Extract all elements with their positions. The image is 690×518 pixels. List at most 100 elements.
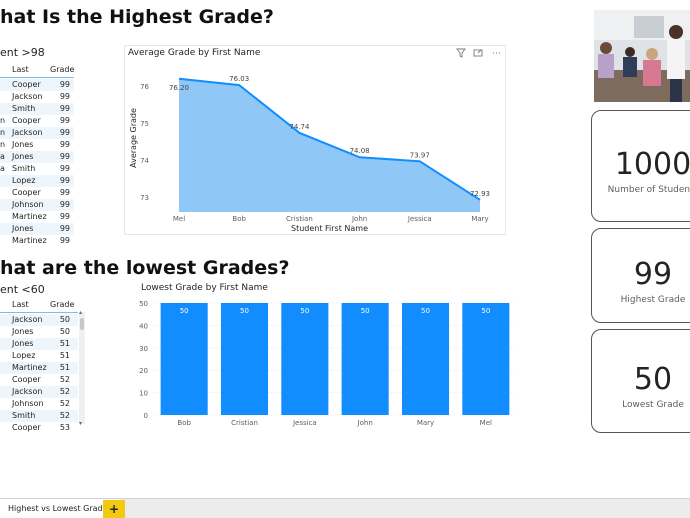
bar-chart-plot: 0 10 20 30 40 50 50 Bob 50 Cristian 50 Jessica 50 Joh… [139,300,516,427]
data-label: 72.93 [470,190,490,198]
table-row[interactable]: Jones 99 [0,223,74,235]
series-line [178,77,481,201]
cell-first: n [0,140,6,149]
table-scrollbar[interactable]: ▴ ▾ [79,309,85,427]
cell-last: Jones [12,152,34,161]
column-header-last[interactable]: Last [12,65,29,74]
x-tick-label: Mary [471,215,488,223]
cell-last: Jones [12,224,34,233]
lowest-grades-table[interactable]: Last Grade Jackson 50 Jones 50 Jones 51 Lopez 5… [0,297,78,435]
page-tab-bar: Highest vs Lowest Grades + [0,498,690,518]
cell-last: Lopez [12,176,36,185]
cell-last: Cooper [12,188,41,197]
x-tick-label: Bob [232,215,246,223]
top-grades-table[interactable]: Last Grade Cooper 99 Jackson 99 Smith 99 n Coop… [0,62,74,248]
kpi-value: 50 [633,362,673,397]
cell-last: Lopez [12,351,36,360]
kpi-card-highest-grade[interactable]: 99 Highest Grade [591,228,690,323]
cell-grade: 50 [59,327,70,336]
cell-last: Smith [12,164,36,173]
table-row[interactable]: Lopez 99 [0,175,74,187]
cell-grade: 99 [59,164,70,173]
cell-grade: 99 [59,116,70,125]
kpi-card-lowest-grade[interactable]: 50 Lowest Grade [591,329,690,433]
cell-grade: 52 [59,411,70,420]
table-row[interactable]: n Jones 99 [0,139,74,151]
table-row[interactable]: Jones 51 [0,338,78,350]
table-row[interactable]: Cooper 99 [0,79,74,91]
students-photo [594,10,690,102]
x-tick-label: Jessica [407,215,432,223]
scroll-thumb[interactable] [80,318,84,330]
cell-grade: 99 [59,104,70,113]
x-tick-label: John [357,419,373,427]
table-row[interactable]: Cooper 52 [0,374,78,386]
filter-icon[interactable] [456,48,467,58]
bar [341,303,389,415]
kpi-card-number-of-students[interactable]: 1000 Number of Students [591,110,690,222]
table-row[interactable]: Johnson 99 [0,199,74,211]
cell-last: Martinez [12,363,47,372]
data-label: 50 [300,307,309,315]
cell-last: Smith [12,411,36,420]
table-row[interactable]: Jackson 99 [0,91,74,103]
chart-title: Average Grade by First Name [128,48,261,58]
cell-last: Martinez [12,212,47,221]
cell-grade: 99 [59,200,70,209]
scroll-down-icon[interactable]: ▾ [79,420,83,427]
cell-last: Jackson [12,315,43,324]
tab-highest-vs-lowest-grades[interactable]: Highest vs Lowest Grades [0,499,120,518]
lowest-grades-heading: hat are the lowest Grades? [0,257,290,279]
column-header-grade[interactable]: Grade [50,65,75,74]
focus-mode-icon[interactable] [473,48,483,58]
table-header: Last Grade [0,297,78,313]
average-grade-chart[interactable]: Average Grade by First Name ⋯ 76.20 76.03… [124,45,506,235]
cell-last: Jackson [12,92,43,101]
column-header-last[interactable]: Last [12,300,29,309]
y-axis-label: Average Grade [129,108,138,168]
add-page-button[interactable]: + [103,500,125,518]
table-row[interactable]: Martinez 51 [0,362,78,374]
table-row[interactable]: a Smith 99 [0,163,74,175]
table-row[interactable]: n Cooper 99 [0,115,74,127]
cell-grade: 51 [59,351,70,360]
data-label: 74.08 [350,147,370,155]
y-tick-label: 0 [144,412,148,420]
cell-grade: 99 [59,212,70,221]
table-row[interactable]: Jackson 50 [0,314,78,326]
table-row[interactable]: n Jackson 99 [0,127,74,139]
cell-grade: 99 [59,188,70,197]
cell-last: Cooper [12,375,41,384]
y-tick-label: 20 [139,367,148,375]
table-row[interactable]: Johnson 52 [0,398,78,410]
table-row[interactable]: Smith 52 [0,410,78,422]
cell-last: Johnson [12,200,44,209]
table-row[interactable]: Jones 50 [0,326,78,338]
bar [281,303,329,415]
table-row[interactable]: Jackson 52 [0,386,78,398]
cell-grade: 99 [59,140,70,149]
more-options-icon[interactable]: ⋯ [492,48,501,59]
column-header-grade[interactable]: Grade [50,300,75,309]
x-tick-label: John [351,215,367,223]
scroll-up-icon[interactable]: ▴ [79,309,83,316]
cell-last: Martinez [12,236,47,245]
table-row[interactable]: Cooper 99 [0,187,74,199]
table-row[interactable]: a Jones 99 [0,151,74,163]
table-row[interactable]: Smith 99 [0,103,74,115]
table-row[interactable]: Lopez 51 [0,350,78,362]
table-row[interactable]: Cooper 53 [0,422,78,434]
chart-toolbar: ⋯ [456,48,501,59]
y-tick-label: 40 [139,322,148,330]
cell-grade: 99 [59,236,70,245]
cell-grade: 52 [59,399,70,408]
data-label: 73.97 [410,151,430,159]
lowest-grade-chart[interactable]: Lowest Grade by First Name 0 10 20 30 40 50 50… [138,281,522,433]
cell-grade: 50 [59,315,70,324]
data-label: 50 [421,307,430,315]
cell-last: Jones [12,339,34,348]
table-row[interactable]: Martinez 99 [0,211,74,223]
table-row[interactable]: Martinez 99 [0,235,74,247]
area-chart-plot: 76.20 76.03 74.74 74.08 73.97 72.93 Mel Bob Cris… [129,75,490,233]
data-label: 50 [240,307,249,315]
